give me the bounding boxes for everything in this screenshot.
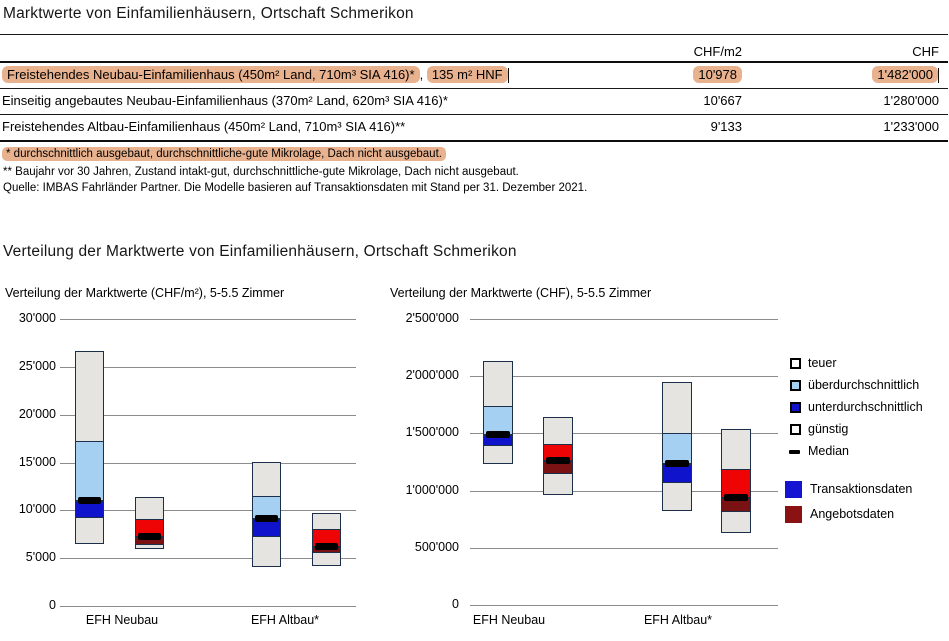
chart-chf-title: Verteilung der Marktwerte (CHF), 5-5.5 Z… (390, 286, 652, 300)
x-axis-label: EFH Neubau (472, 613, 546, 627)
chf-field[interactable]: 1'482'000 (872, 66, 938, 83)
median-bar (255, 514, 278, 522)
gridline (60, 558, 356, 559)
series-legend-swatch (785, 481, 802, 498)
y-tick-label: 25'000 (18, 359, 56, 373)
segment-above-average (75, 441, 104, 501)
legend-label: Angebotsdaten (810, 507, 895, 521)
chart-chf-m2-title: Verteilung der Marktwerte (CHF/m²), 5-5.… (5, 286, 285, 300)
footnote-1: * durchschnittlich ausgebaut, durchschni… (2, 147, 446, 161)
gridline (60, 319, 356, 320)
text-cursor (938, 68, 939, 84)
y-tick-label: 20'000 (18, 407, 56, 421)
y-tick-label: 10'000 (18, 502, 56, 516)
y-tick-label: 15'000 (18, 455, 56, 469)
legend-label: günstig (808, 422, 849, 436)
row-value-chf-m2: 10'978 (600, 66, 742, 83)
median-bar (78, 496, 101, 504)
median-bar (486, 431, 510, 439)
gridline (470, 433, 778, 434)
y-tick-label: 5'000 (25, 550, 56, 564)
gridline (470, 491, 778, 492)
y-tick-label: 500'000 (414, 540, 459, 554)
legend-label: Median (808, 444, 849, 458)
chf-m2-field[interactable]: 10'978 (693, 66, 742, 83)
segment-above-average (721, 469, 751, 499)
row-value-chf-m2: 9'133 (710, 119, 742, 134)
source-note: Quelle: IMBAS Fahrländer Partner. Die Mo… (3, 182, 588, 194)
y-tick-label: 1'000'000 (405, 483, 459, 497)
col-header-chf: CHF (912, 44, 939, 59)
text-cursor (507, 68, 509, 84)
divider (0, 88, 948, 89)
class-legend-icon (790, 380, 801, 391)
row-value-chf: 1'482'000 (797, 66, 939, 84)
class-legend-icon (790, 358, 801, 369)
median-legend-icon (789, 450, 800, 454)
y-tick-label: 0 (49, 598, 56, 612)
row-label-text: Freistehendes Neubau-Einfamilienhaus (45… (2, 66, 420, 83)
footnote-1-text: * durchschnittlich ausgebaut, durchschni… (2, 147, 446, 161)
gridline (470, 376, 778, 377)
y-tick-label: 1'500'000 (405, 425, 459, 439)
legend-label: überdurchschnittlich (808, 378, 920, 392)
divider (0, 114, 948, 115)
legend-label: unterdurchschnittlich (808, 400, 923, 414)
x-axis-label: EFH Altbau* (250, 613, 320, 627)
gridline (60, 415, 356, 416)
median-bar (138, 533, 161, 541)
section2-title: Verteilung der Marktwerte von Einfamilie… (3, 243, 517, 260)
separator: , (419, 67, 424, 82)
gridline (60, 463, 356, 464)
legend-label: teuer (808, 356, 837, 370)
gridline (60, 510, 356, 511)
divider (0, 34, 948, 35)
y-tick-label: 2'500'000 (405, 311, 459, 325)
divider (0, 61, 948, 63)
footnote-2: ** Baujahr vor 30 Jahren, Zustand intakt… (3, 166, 519, 178)
row-label: Einseitig angebautes Neubau-Einfamilienh… (2, 93, 448, 108)
gridline (60, 606, 356, 607)
divider (0, 140, 948, 142)
col-header-chf-m2: CHF/m2 (693, 44, 742, 59)
row-value-chf: 1'233'000 (883, 119, 939, 134)
median-bar (724, 494, 748, 502)
class-legend-icon (790, 424, 801, 435)
hnf-field[interactable]: 135 m² HNF (426, 66, 508, 83)
x-axis-label: EFH Neubau (85, 613, 159, 627)
gridline (60, 367, 356, 368)
y-tick-label: 2'000'000 (405, 368, 459, 382)
row-value-chf: 1'280'000 (883, 93, 939, 108)
gridline (470, 548, 778, 549)
series-legend-swatch (785, 506, 802, 523)
row-label: Freistehendes Altbau-Einfamilienhaus (45… (2, 119, 406, 134)
class-legend-icon (790, 402, 801, 413)
gridline (470, 605, 778, 606)
median-bar (315, 542, 338, 550)
y-tick-label: 30'000 (18, 311, 56, 325)
legend-label: Transaktionsdaten (810, 482, 913, 496)
x-axis-label: EFH Altbau* (643, 613, 713, 627)
gridline (470, 319, 778, 320)
y-tick-label: 0 (452, 597, 459, 611)
median-bar (546, 457, 570, 465)
page-title: Marktwerte von Einfamilienhäusern, Ortsc… (3, 5, 414, 22)
row-value-chf-m2: 10'667 (703, 93, 742, 108)
median-bar (665, 459, 689, 467)
row-label: Freistehendes Neubau-Einfamilienhaus (45… (2, 66, 509, 84)
